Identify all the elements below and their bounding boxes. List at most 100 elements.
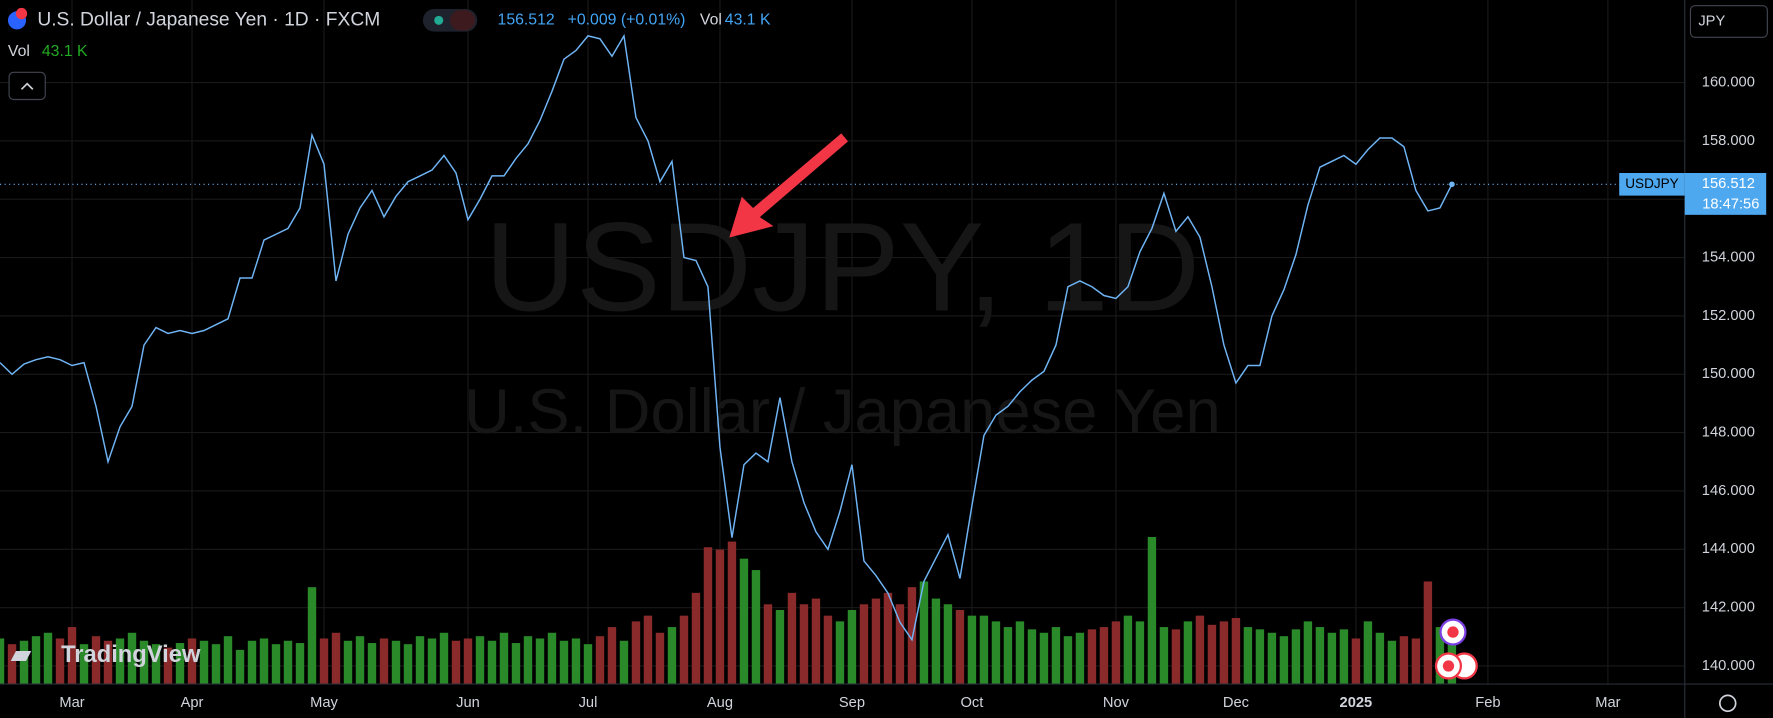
volume-bar	[787, 592, 797, 685]
volume-bar	[1183, 621, 1193, 685]
volume-bar	[1123, 615, 1133, 685]
volume-bar	[115, 638, 125, 685]
symbol-label: USDJPY	[1625, 176, 1678, 191]
volume-bar	[1099, 627, 1109, 685]
currency-label: JPY	[1698, 13, 1725, 29]
volume-bar	[523, 636, 533, 685]
volume-bar	[535, 638, 545, 685]
volume-bar	[187, 638, 197, 685]
volume-bar	[763, 604, 773, 685]
price-label: 156.512	[1702, 176, 1755, 192]
volume-bar	[499, 632, 509, 685]
volume-bar	[0, 638, 5, 685]
last-price-dot	[1449, 181, 1455, 188]
market-open-dot	[434, 15, 444, 25]
price-line	[0, 33, 1453, 642]
y-tick-label: 160.000	[1702, 74, 1755, 90]
volume-bar	[247, 640, 257, 685]
volume-bar	[55, 638, 65, 685]
volume-bar	[1351, 638, 1361, 685]
volume-bar	[307, 587, 317, 685]
volume-bar	[391, 640, 401, 685]
volume-bar	[403, 644, 413, 685]
volume-bar	[199, 640, 209, 685]
volume-bar	[355, 636, 365, 685]
volume-bar	[1243, 627, 1253, 685]
y-tick-label: 144.000	[1702, 541, 1755, 557]
volume-bar	[583, 644, 593, 685]
price-label-box	[1684, 173, 1767, 215]
volume-bar	[1231, 617, 1241, 685]
volume-bar	[79, 644, 89, 685]
volume-bar	[367, 643, 377, 685]
volume-bar	[91, 636, 101, 685]
volume-bar	[1267, 632, 1277, 685]
volume-bar	[343, 640, 353, 685]
volume-bar	[655, 632, 665, 685]
volume-bar	[559, 640, 569, 685]
volume-bar	[295, 643, 305, 685]
volume-bar	[163, 647, 173, 685]
last-price: 156.512	[498, 12, 555, 29]
volume-bar	[1027, 629, 1037, 685]
volume-bar	[1387, 640, 1397, 685]
volume-bar	[1255, 629, 1265, 685]
vol-indicator-label: Vol	[8, 43, 30, 60]
x-tick-label: Feb	[1475, 695, 1500, 711]
volume-bar	[1171, 629, 1181, 685]
volume-bar	[451, 640, 461, 685]
vol-indicator-value: 43.1 K	[42, 43, 88, 60]
volume-bar	[619, 640, 629, 685]
volume-bar	[415, 636, 425, 685]
volume-bar	[1003, 627, 1013, 685]
volume-bar	[859, 604, 869, 685]
volume-bar	[43, 632, 53, 685]
x-tick-label: Mar	[59, 695, 84, 711]
x-tick-label: Oct	[961, 695, 984, 711]
currency-button[interactable]	[1689, 5, 1768, 38]
volume-bar	[727, 541, 737, 685]
volume-bar	[907, 587, 917, 685]
y-tick-label: 142.000	[1702, 600, 1755, 616]
volume-bar	[1159, 627, 1169, 685]
volume-bar	[595, 636, 605, 685]
volume-bar	[703, 547, 713, 685]
volume-bar	[895, 604, 905, 685]
volume-bar	[607, 627, 617, 685]
volume-bar	[259, 638, 269, 685]
volume-bar	[547, 632, 557, 685]
y-tick-label: 152.000	[1702, 308, 1755, 324]
volume-bar	[235, 649, 245, 685]
vol-value: 43.1 K	[725, 12, 771, 29]
y-tick-label: 154.000	[1702, 249, 1755, 265]
x-tick-label: May	[310, 695, 338, 711]
volume-bar	[1303, 621, 1313, 685]
volume-bar	[631, 621, 641, 685]
x-tick-label: 2025	[1340, 695, 1373, 711]
volume-bar	[919, 581, 929, 685]
volume-bar	[967, 615, 977, 685]
volume-bar	[19, 640, 29, 685]
volume-bar	[679, 615, 689, 685]
collapse-button[interactable]	[8, 71, 46, 101]
volume-bar	[7, 644, 17, 685]
volume-bar	[571, 638, 581, 685]
x-tick-label: Jul	[579, 695, 598, 711]
volume-bar	[127, 632, 137, 685]
volume-bar	[847, 609, 857, 685]
volume-bar	[271, 644, 281, 685]
volume-bar	[1399, 636, 1409, 685]
annotation-arrow	[729, 133, 849, 238]
volume-bar	[715, 549, 725, 685]
volume-bar	[283, 640, 293, 685]
volume-bar	[1135, 621, 1145, 685]
volume-bar	[991, 621, 1001, 685]
volume-bar	[1195, 615, 1205, 685]
x-tick-label: Apr	[181, 695, 204, 711]
volume-bar	[823, 615, 833, 685]
x-tick-label: Sep	[839, 695, 865, 711]
volume-bar	[439, 632, 449, 685]
brand-logo: ▰	[10, 640, 31, 668]
